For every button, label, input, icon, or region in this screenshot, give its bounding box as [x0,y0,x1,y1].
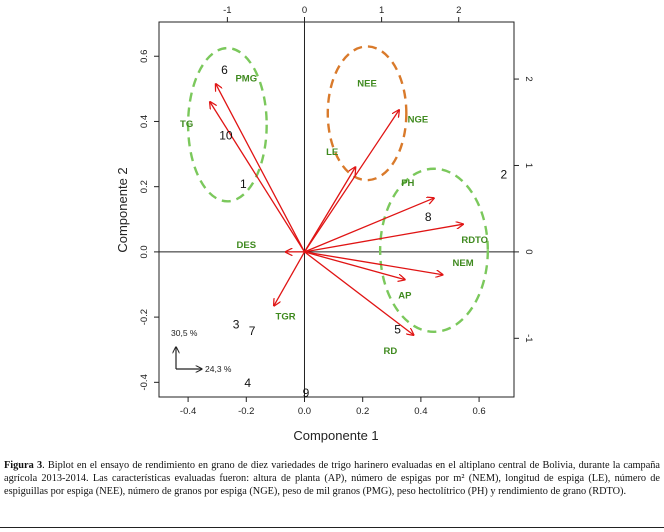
top-tick-label: 2 [456,5,461,16]
observation-2: 2 [500,167,507,181]
x-tick-label: 0.2 [356,406,369,417]
vector-rdto [304,224,463,253]
label-nge: NGE [408,114,429,125]
observation-9: 9 [303,386,310,400]
observation-10: 10 [219,128,233,142]
label-tgr: TGR [276,312,296,323]
variable-labels: NGE LE PH RDTO NEM AP RD TGR DES PMG TG NEE [180,74,488,357]
observation-1: 1 [240,177,247,191]
caption-text: . Biplot en el ensayo de rendimiento en … [4,460,660,497]
vector-le [303,167,355,253]
group-ellipses [186,45,490,333]
y-tick-label: 0.0 [139,245,150,258]
figure-caption: Figura 3. Biplot en el ensayo de rendimi… [4,459,660,498]
vector-ap [304,251,404,280]
right-tick-label: -1 [523,334,534,342]
vector-ph [304,198,433,253]
vector-rd [304,251,413,335]
label-pmg: PMG [235,74,257,85]
label-tg: TG [180,119,193,130]
vector-pmg [216,84,306,253]
vector-tgr [274,251,306,306]
y-tick-label: -0.2 [139,309,150,325]
x-tick-label: 0.4 [414,406,427,417]
inset-axes: 30,5 % 24,3 % [171,328,232,374]
group-nee-nge-ellipse [326,45,408,182]
group-rdto-nem-ellipse [378,167,490,333]
label-ph: PH [401,178,414,189]
x-tick-label: -0.4 [180,406,196,417]
label-le: LE [326,147,338,158]
x-tick-label: 0.0 [298,406,311,417]
inset-vertical-label: 30,5 % [171,328,198,338]
x-tick-label: -0.2 [238,406,254,417]
vector-nge [303,110,399,253]
y-tick-label: 0.2 [139,180,150,193]
plot-frame [158,21,515,398]
top-tick-label: 0 [302,5,307,16]
y-tick-label: -0.4 [139,374,150,390]
right-tick-label: 1 [523,163,534,168]
inset-horizontal-label: 24,3 % [205,364,232,374]
biplot-chart: NGE LE PH RDTO NEM AP RD TGR DES PMG TG NEE 1 2 3 4 5 6 7… [115,5,534,443]
label-des: DES [237,240,257,251]
top-tick-label: 1 [379,5,384,16]
observation-4: 4 [244,376,251,390]
top-tick-label: -1 [223,5,231,16]
right-tick-label: 2 [523,76,534,81]
y-axis-title: Componente 2 [115,167,130,252]
x-axis-title: Componente 1 [293,428,378,443]
x-tick-label: 0.6 [472,406,485,417]
vector-tg [210,102,306,253]
observation-labels: 1 2 3 4 5 6 7 8 9 10 [219,63,507,400]
observation-6: 6 [221,63,228,77]
observation-8: 8 [425,210,432,224]
observation-5: 5 [394,322,401,336]
label-rd: RD [383,346,397,357]
label-nee: NEE [357,78,377,89]
label-nem: NEM [453,258,474,269]
figure-label: Figura 3 [4,460,43,471]
axis-ticks: -0.4 -0.2 0.0 0.2 0.4 0.6 -0.4 -0.2 0.0 0.2 0.4 0.6… [139,5,534,417]
label-rdto: RDTO [461,235,488,246]
observation-3: 3 [233,317,240,331]
y-tick-label: 0.4 [139,115,150,128]
vector-nem [304,251,442,275]
group-pmg-tg-ellipse [186,46,268,203]
y-tick-label: 0.6 [139,50,150,63]
observation-7: 7 [249,324,256,338]
right-tick-label: 0 [523,249,534,254]
label-ap: AP [398,290,412,301]
caption-rule [0,527,664,528]
loading-vectors [210,84,463,335]
